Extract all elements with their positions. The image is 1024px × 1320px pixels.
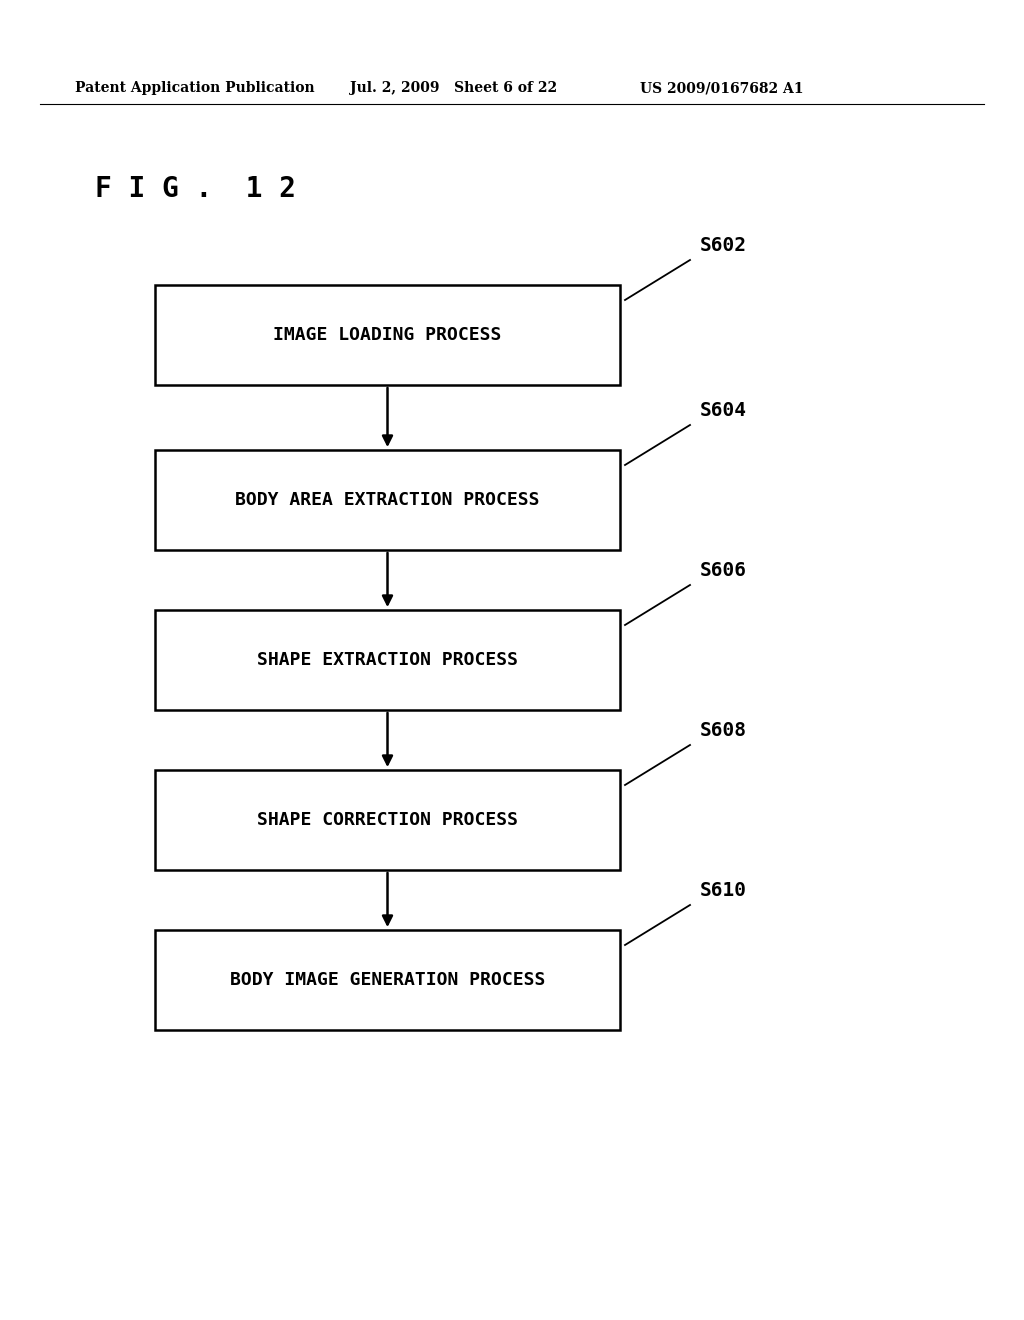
Bar bbox=[155, 450, 620, 550]
Text: BODY AREA EXTRACTION PROCESS: BODY AREA EXTRACTION PROCESS bbox=[236, 491, 540, 510]
Text: IMAGE LOADING PROCESS: IMAGE LOADING PROCESS bbox=[273, 326, 502, 345]
Text: S606: S606 bbox=[700, 561, 746, 579]
Bar bbox=[155, 770, 620, 870]
Text: US 2009/0167682 A1: US 2009/0167682 A1 bbox=[640, 81, 804, 95]
Text: S610: S610 bbox=[700, 880, 746, 900]
Bar bbox=[155, 285, 620, 385]
Text: BODY IMAGE GENERATION PROCESS: BODY IMAGE GENERATION PROCESS bbox=[229, 972, 545, 989]
Text: Patent Application Publication: Patent Application Publication bbox=[75, 81, 314, 95]
Text: S608: S608 bbox=[700, 721, 746, 741]
Text: Jul. 2, 2009   Sheet 6 of 22: Jul. 2, 2009 Sheet 6 of 22 bbox=[350, 81, 557, 95]
Text: S604: S604 bbox=[700, 401, 746, 420]
Text: SHAPE CORRECTION PROCESS: SHAPE CORRECTION PROCESS bbox=[257, 810, 518, 829]
Bar bbox=[155, 610, 620, 710]
Text: S602: S602 bbox=[700, 236, 746, 255]
Text: F I G .  1 2: F I G . 1 2 bbox=[95, 176, 296, 203]
Bar bbox=[155, 931, 620, 1030]
Text: SHAPE EXTRACTION PROCESS: SHAPE EXTRACTION PROCESS bbox=[257, 651, 518, 669]
